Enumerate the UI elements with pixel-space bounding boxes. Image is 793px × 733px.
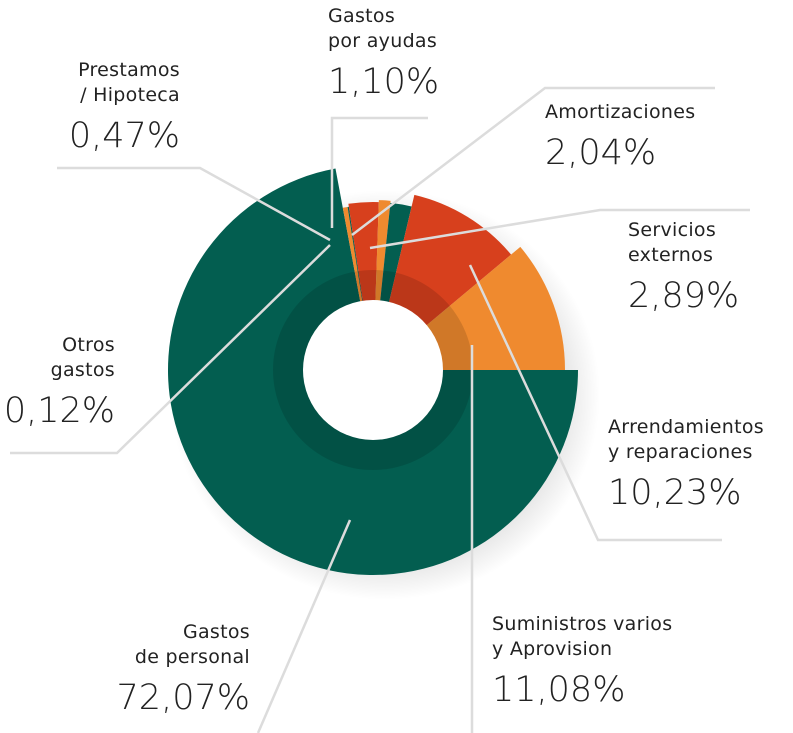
value-label: 0,12%	[3, 391, 115, 431]
slice-label: Servicios externos 2,89%	[628, 218, 739, 316]
category-label: Amortizaciones	[545, 101, 696, 123]
value-label: 72,07%	[116, 678, 250, 718]
leader-line	[468, 264, 722, 542]
slice-label: Otros gastos 0,12%	[0, 333, 115, 431]
slice-label: Arrendamientos y reparaciones 10,23%	[608, 415, 764, 513]
category-label: Suministros varios y Aprovision	[492, 613, 673, 660]
leader-line	[369, 208, 750, 250]
category-label: Gastos por ayudas	[328, 5, 438, 52]
category-label: Gastos de personal	[134, 621, 250, 668]
leader-line	[10, 244, 331, 455]
category-label: Otros gastos	[50, 334, 115, 381]
slice-label: Amortizaciones 2,04%	[545, 100, 695, 173]
value-label: 2,04%	[545, 133, 657, 173]
value-label: 1,10%	[328, 62, 440, 102]
value-label: 10,23%	[608, 473, 742, 513]
slice-label: Gastos por ayudas 1,10%	[328, 4, 439, 102]
leader-line	[351, 86, 715, 236]
hole	[303, 300, 443, 440]
value-label: 0,47%	[68, 116, 180, 156]
category-label: Arrendamientos y reparaciones	[608, 416, 764, 463]
category-label: Prestamos / Hipoteca	[78, 59, 180, 106]
slice-label: Suministros varios y Aprovision 11,08%	[492, 612, 672, 710]
value-label: 2,89%	[628, 276, 740, 316]
leader-line	[256, 519, 352, 733]
leader-line	[57, 166, 331, 242]
slice-label: Gastos de personal 72,07%	[0, 620, 250, 718]
category-label: Servicios externos	[628, 219, 717, 266]
leader-line	[330, 116, 428, 228]
slice-label: Prestamos / Hipoteca 0,47%	[0, 58, 180, 156]
value-label: 11,08%	[492, 670, 626, 710]
